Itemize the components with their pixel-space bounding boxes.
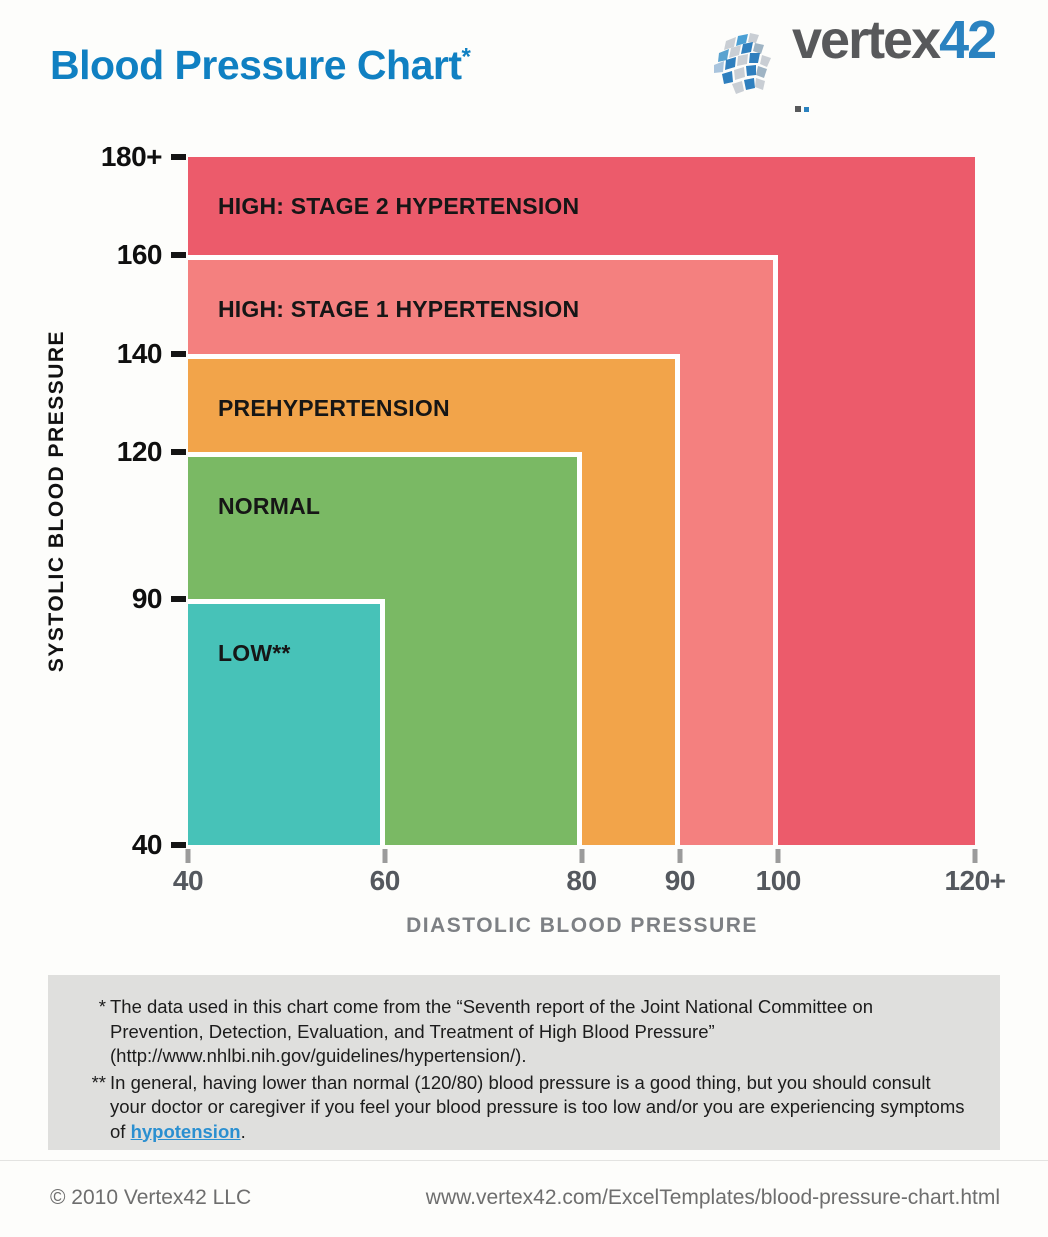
hypotension-link[interactable]: hypotension [130, 1120, 241, 1142]
vertex42-logo-icon [714, 33, 771, 94]
page-title: Blood Pressure Chart* [50, 42, 471, 89]
zone-label: NORMAL [218, 492, 321, 519]
x-tick-label: 100 [755, 865, 802, 896]
footnote-2-text-before: In general, having lower than normal (12… [110, 1071, 965, 1142]
x-tick-mark [677, 849, 683, 863]
logo-dot-icon [804, 107, 809, 112]
zone-label: LOW** [218, 640, 291, 667]
title-footnote-marker: * [461, 43, 471, 71]
zone-label: HIGH: STAGE 2 HYPERTENSION [218, 193, 580, 219]
y-tick-label: 120 [116, 435, 163, 467]
y-tick-mark [171, 154, 186, 160]
y-tick-label: 90 [131, 583, 163, 615]
zone-low: LOW** [188, 599, 385, 845]
x-tick-mark [775, 849, 781, 863]
footnote-1-text: The data used in this chart come from th… [110, 996, 873, 1066]
x-tick-mark [972, 849, 978, 863]
y-tick-mark [171, 252, 186, 259]
y-tick-mark [171, 842, 186, 848]
x-tick-label: 60 [369, 865, 401, 896]
footnote-2-marker: ** [91, 1071, 106, 1093]
logo-number: 42 [939, 10, 997, 70]
x-tick-mark [382, 849, 388, 863]
y-tick-label: 160 [116, 239, 163, 271]
y-axis-title: SYSTOLIC BLOOD PRESSURE [45, 329, 68, 673]
page-title-text: Blood Pressure Chart [50, 42, 462, 88]
plot-area: HIGH: STAGE 2 HYPERTENSION HIGH: STAGE 1 … [188, 157, 975, 845]
y-tick-label: 40 [131, 829, 163, 860]
y-tick-label: 140 [116, 337, 163, 369]
x-tick-label: 80 [566, 865, 597, 896]
logo-word: vertex [792, 10, 941, 70]
logo-dot-icon [795, 106, 801, 112]
x-tick-mark [185, 849, 191, 863]
footnote-1-marker: * [98, 996, 106, 1017]
footnote-1: * The data used in this chart come from … [84, 995, 970, 1069]
footer-url: www.vertex42.com/ExcelTemplates/blood-pr… [425, 1186, 1000, 1209]
vertex42-wordmark: vertex42 [792, 13, 1002, 121]
footnote-2: ** In general, having lower than normal … [84, 1071, 970, 1145]
footnotes-box: * The data used in this chart come from … [48, 975, 1000, 1150]
blood-pressure-chart: SYSTOLIC BLOOD PRESSURE HIGH: STAGE 2 HY… [0, 141, 1048, 957]
x-tick-label: 40 [172, 865, 204, 896]
x-tick-label: 120+ [944, 865, 1006, 896]
vertex42-logo: vertex42 [712, 13, 1002, 112]
y-tick-mark [171, 448, 186, 455]
x-tick-mark [579, 849, 584, 863]
y-tick-label: 180+ [100, 141, 163, 172]
x-tick-label: 90 [664, 865, 696, 896]
x-axis-title: DIASTOLIC BLOOD PRESSURE [406, 914, 758, 937]
footer-copyright: © 2010 Vertex42 LLC [50, 1186, 252, 1209]
footnote-2-text-after: . [240, 1120, 246, 1142]
footer-divider [0, 1160, 1048, 1161]
zone-label: PREHYPERTENSION [218, 394, 450, 421]
footnote-2-text: In general, having lower than normal (12… [110, 1071, 970, 1145]
y-tick-mark [171, 350, 186, 357]
y-tick-mark [171, 596, 186, 603]
zone-label: HIGH: STAGE 1 HYPERTENSION [218, 296, 580, 323]
